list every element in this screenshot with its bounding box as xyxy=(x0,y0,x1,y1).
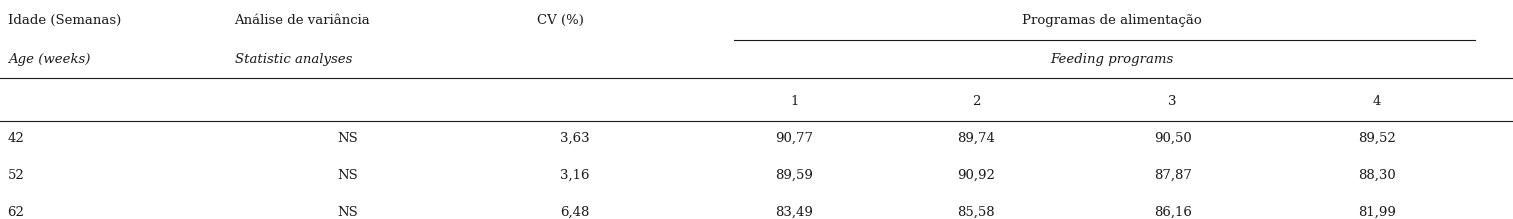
Text: 88,30: 88,30 xyxy=(1359,169,1395,182)
Text: 87,87: 87,87 xyxy=(1153,169,1192,182)
Text: 3,63: 3,63 xyxy=(560,132,590,145)
Text: 89,52: 89,52 xyxy=(1359,132,1395,145)
Text: Análise de variância: Análise de variância xyxy=(235,14,371,27)
Text: 1: 1 xyxy=(790,95,799,108)
Text: 90,50: 90,50 xyxy=(1154,132,1191,145)
Text: Idade (Semanas): Idade (Semanas) xyxy=(8,14,121,27)
Text: 3: 3 xyxy=(1168,95,1177,108)
Text: 3,16: 3,16 xyxy=(560,169,590,182)
Text: 6,48: 6,48 xyxy=(560,206,590,219)
Text: 2: 2 xyxy=(971,95,980,108)
Text: Statistic analyses: Statistic analyses xyxy=(235,53,353,65)
Text: Programas de alimentação: Programas de alimentação xyxy=(1023,14,1201,27)
Text: NS: NS xyxy=(337,169,359,182)
Text: 89,74: 89,74 xyxy=(956,132,996,145)
Text: 85,58: 85,58 xyxy=(958,206,994,219)
Text: NS: NS xyxy=(337,206,359,219)
Text: NS: NS xyxy=(337,132,359,145)
Text: 83,49: 83,49 xyxy=(775,206,814,219)
Text: 62: 62 xyxy=(8,206,24,219)
Text: 86,16: 86,16 xyxy=(1153,206,1192,219)
Text: 90,92: 90,92 xyxy=(956,169,996,182)
Text: 81,99: 81,99 xyxy=(1357,206,1396,219)
Text: 89,59: 89,59 xyxy=(775,169,814,182)
Text: 52: 52 xyxy=(8,169,24,182)
Text: Age (weeks): Age (weeks) xyxy=(8,53,89,65)
Text: 42: 42 xyxy=(8,132,24,145)
Text: CV (%): CV (%) xyxy=(537,14,584,27)
Text: 4: 4 xyxy=(1372,95,1381,108)
Text: Feeding programs: Feeding programs xyxy=(1050,53,1174,65)
Text: 90,77: 90,77 xyxy=(775,132,814,145)
